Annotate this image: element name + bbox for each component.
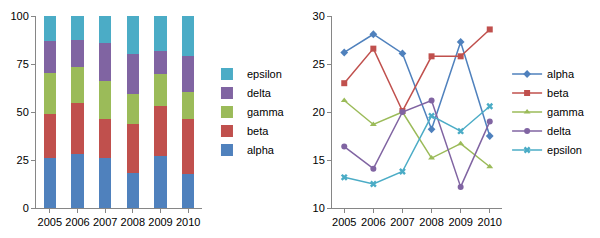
- svg-text:2006: 2006: [65, 216, 89, 228]
- svg-text:2009: 2009: [148, 216, 172, 228]
- svg-text:20: 20: [313, 106, 325, 118]
- svg-text:beta: beta: [547, 87, 569, 99]
- svg-text:0: 0: [23, 202, 29, 214]
- svg-text:2008: 2008: [419, 216, 443, 228]
- svg-text:50: 50: [17, 106, 29, 118]
- svg-text:2005: 2005: [332, 216, 356, 228]
- svg-text:10: 10: [313, 202, 325, 214]
- svg-text:alpha: alpha: [247, 144, 275, 156]
- svg-text:gamma: gamma: [547, 106, 585, 118]
- svg-text:alpha: alpha: [547, 68, 575, 80]
- svg-text:30: 30: [313, 10, 325, 22]
- svg-text:epsilon: epsilon: [547, 144, 582, 156]
- svg-text:25: 25: [313, 58, 325, 70]
- svg-text:epsilon: epsilon: [247, 68, 282, 80]
- svg-text:delta: delta: [547, 125, 572, 137]
- svg-text:2005: 2005: [38, 216, 62, 228]
- svg-text:2008: 2008: [121, 216, 145, 228]
- svg-text:100: 100: [10, 10, 28, 22]
- svg-text:2010: 2010: [478, 216, 502, 228]
- svg-text:2007: 2007: [93, 216, 117, 228]
- svg-text:delta: delta: [247, 87, 272, 99]
- svg-text:beta: beta: [247, 125, 269, 137]
- svg-text:15: 15: [313, 154, 325, 166]
- svg-text:25: 25: [17, 154, 29, 166]
- svg-text:2009: 2009: [448, 216, 472, 228]
- svg-text:2007: 2007: [390, 216, 414, 228]
- svg-text:2010: 2010: [176, 216, 200, 228]
- svg-text:2006: 2006: [361, 216, 385, 228]
- svg-text:gamma: gamma: [247, 106, 285, 118]
- svg-text:75: 75: [17, 58, 29, 70]
